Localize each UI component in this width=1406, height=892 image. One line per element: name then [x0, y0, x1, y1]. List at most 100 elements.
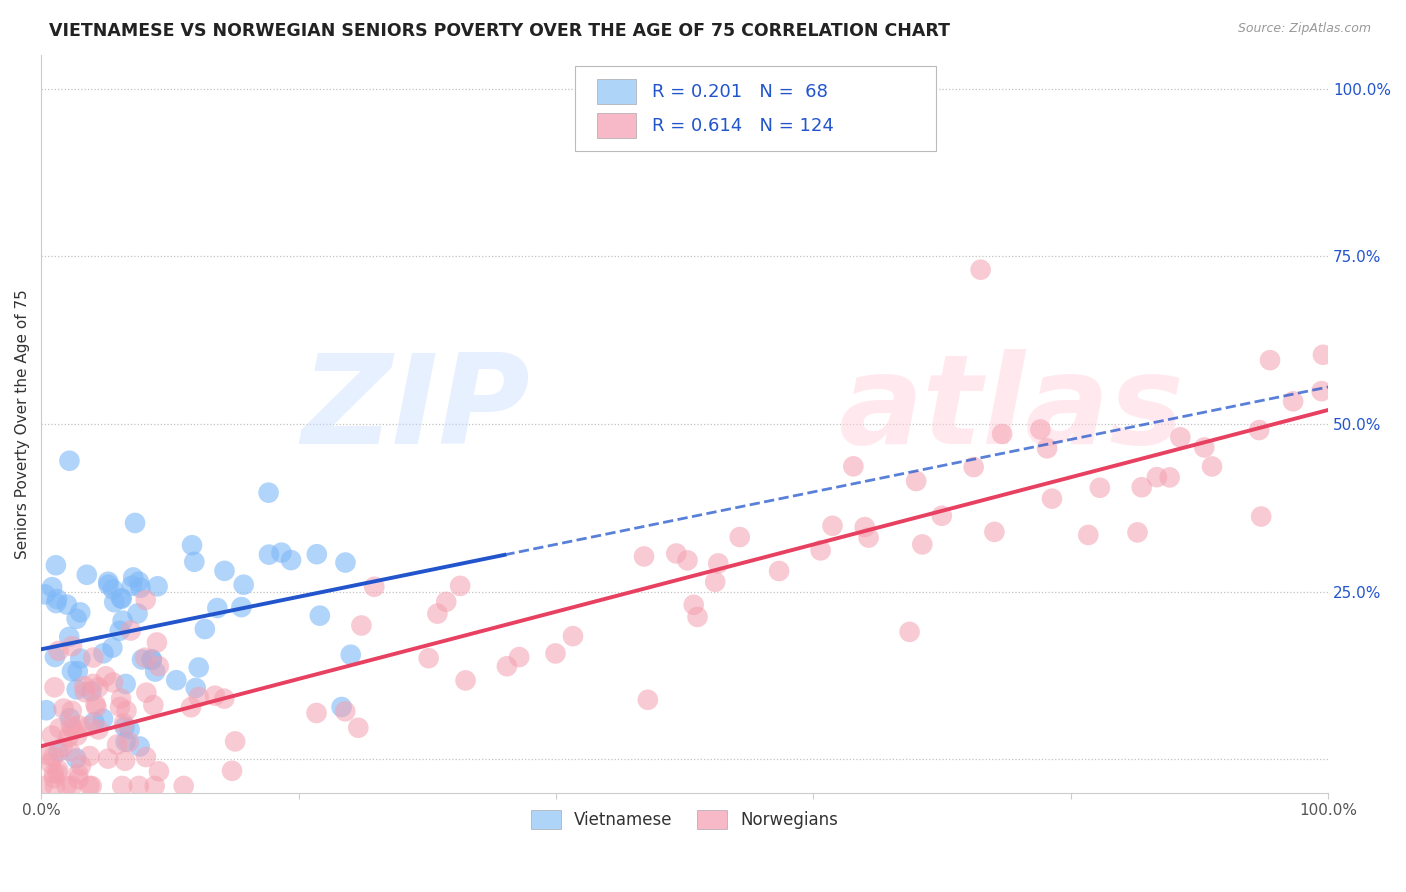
- Point: [45, 558, 67, 573]
- Point: [46, 763, 69, 777]
- Point: [426, 607, 449, 621]
- Point: [44, 779, 66, 793]
- Point: [91, 712, 114, 726]
- Point: [59, 744, 82, 758]
- Point: [704, 574, 727, 589]
- Point: [97, 577, 120, 591]
- Point: [911, 537, 934, 551]
- Point: [135, 750, 157, 764]
- Point: [41, 729, 63, 743]
- Point: [180, 700, 202, 714]
- Point: [114, 735, 136, 749]
- Point: [105, 738, 128, 752]
- Point: [335, 556, 357, 570]
- Point: [73, 679, 96, 693]
- Point: [58, 454, 80, 468]
- Point: [114, 677, 136, 691]
- Point: [1130, 480, 1153, 494]
- Point: [82, 650, 104, 665]
- Point: [66, 664, 89, 678]
- Point: [69, 605, 91, 619]
- Point: [686, 610, 709, 624]
- Point: [101, 582, 124, 597]
- Point: [93, 646, 115, 660]
- Point: [347, 721, 370, 735]
- Point: [330, 700, 353, 714]
- Point: [97, 751, 120, 765]
- Point: [257, 548, 280, 562]
- Point: [1159, 470, 1181, 484]
- Point: [1088, 481, 1111, 495]
- Point: [52, 701, 75, 715]
- Point: [148, 659, 170, 673]
- Point: [214, 691, 236, 706]
- Point: [1250, 509, 1272, 524]
- Bar: [598, 113, 636, 138]
- Point: [187, 660, 209, 674]
- Point: [224, 734, 246, 748]
- Point: [82, 677, 104, 691]
- Point: [79, 779, 101, 793]
- Point: [184, 681, 207, 695]
- Point: [108, 700, 131, 714]
- Point: [108, 624, 131, 638]
- Point: [60, 665, 83, 679]
- Point: [142, 698, 165, 712]
- Point: [931, 508, 953, 523]
- Point: [1312, 348, 1334, 362]
- Point: [111, 779, 134, 793]
- Point: [449, 579, 471, 593]
- Point: [124, 516, 146, 530]
- Point: [48, 745, 70, 759]
- Point: [69, 651, 91, 665]
- Point: [496, 659, 519, 673]
- Point: [45, 596, 67, 610]
- Point: [1029, 422, 1052, 436]
- Bar: [598, 79, 636, 104]
- Point: [121, 579, 143, 593]
- Point: [842, 459, 865, 474]
- Point: [143, 779, 166, 793]
- Point: [1126, 525, 1149, 540]
- Point: [1077, 528, 1099, 542]
- Point: [31, 779, 53, 793]
- Point: [70, 758, 93, 772]
- Point: [103, 595, 125, 609]
- Point: [65, 751, 87, 765]
- Point: [120, 624, 142, 638]
- Point: [232, 578, 254, 592]
- Point: [183, 555, 205, 569]
- Y-axis label: Seniors Poverty Over the Age of 75: Seniors Poverty Over the Age of 75: [15, 289, 30, 558]
- Point: [194, 622, 217, 636]
- Point: [418, 651, 440, 665]
- Point: [1201, 459, 1223, 474]
- Point: [143, 665, 166, 679]
- Point: [46, 592, 69, 607]
- Point: [110, 691, 132, 706]
- Point: [76, 567, 98, 582]
- Text: R = 0.614   N = 124: R = 0.614 N = 124: [652, 117, 834, 135]
- Point: [66, 728, 89, 742]
- Point: [86, 700, 108, 714]
- Point: [1258, 353, 1281, 368]
- Point: [118, 735, 141, 749]
- Point: [544, 647, 567, 661]
- Point: [41, 580, 63, 594]
- Point: [67, 772, 90, 786]
- Point: [1036, 442, 1059, 456]
- Point: [42, 771, 65, 785]
- Point: [676, 553, 699, 567]
- Point: [173, 779, 195, 793]
- Point: [60, 719, 83, 733]
- Point: [77, 719, 100, 733]
- Point: [115, 704, 138, 718]
- Point: [58, 731, 80, 745]
- Point: [39, 756, 62, 770]
- Point: [728, 530, 751, 544]
- Point: [221, 764, 243, 778]
- Point: [59, 711, 82, 725]
- Point: [129, 581, 152, 595]
- Point: [707, 557, 730, 571]
- Point: [810, 543, 832, 558]
- Point: [80, 779, 103, 793]
